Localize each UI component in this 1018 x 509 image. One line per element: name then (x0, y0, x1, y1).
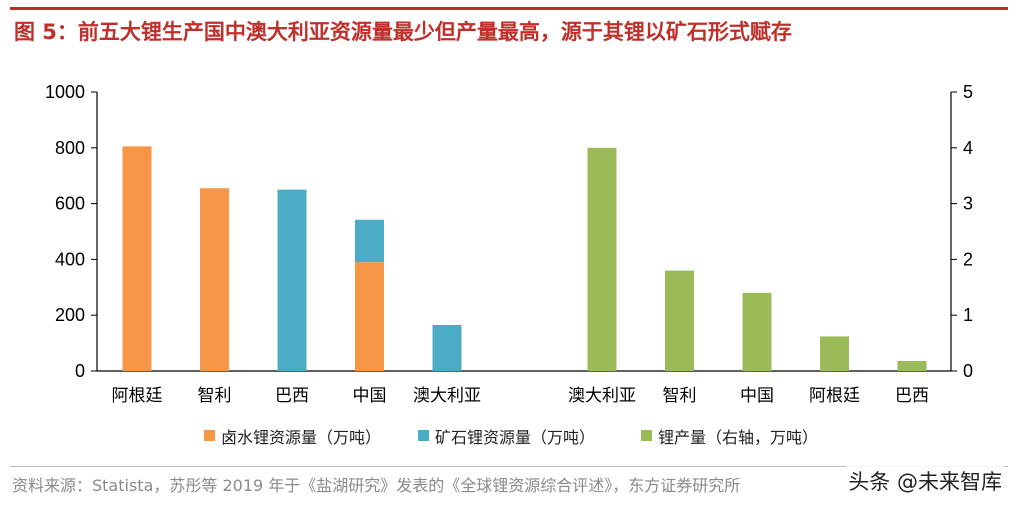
left-tick-label: 200 (55, 305, 85, 325)
left-tick-label: 600 (55, 194, 85, 214)
category-label: 巴西 (275, 386, 309, 406)
right-tick-label: 1 (963, 305, 973, 325)
bar (665, 270, 694, 371)
bar (200, 188, 229, 371)
category-label: 智利 (198, 386, 232, 406)
top-rule (10, 7, 1008, 10)
bar (742, 292, 772, 371)
legend-label: 锂产量（右轴，万吨） (658, 428, 818, 447)
source-note: 资料来源：Statista，苏彤等 2019 年于《盐湖研究》发表的《全球锂资源… (12, 476, 741, 495)
category-label: 中国 (740, 386, 774, 406)
legend-swatch (418, 430, 429, 441)
chart-svg: 0 200 400 600 800 1000 0 1 2 3 4 5 阿根廷 智利 巴西 中国 澳大利亚 澳大利亚… (45, 82, 973, 447)
bar (277, 189, 307, 371)
right-tick-label: 3 (963, 194, 973, 214)
legend-label: 卤水锂资源量（万吨） (221, 428, 381, 447)
category-label: 澳大利亚 (568, 386, 636, 406)
category-label: 阿根廷 (809, 386, 860, 406)
right-tick-label: 0 (963, 361, 973, 381)
bar (432, 324, 462, 371)
bar (897, 360, 927, 371)
left-tick-label: 0 (75, 361, 85, 381)
left-tick-label: 800 (55, 138, 85, 158)
category-label: 智利 (663, 386, 697, 406)
category-label: 中国 (353, 386, 387, 406)
bar (355, 219, 384, 263)
legend-label: 矿石锂资源量（万吨） (435, 428, 595, 447)
legend-swatch (641, 430, 652, 441)
bar (355, 262, 384, 371)
bottom-rule (10, 466, 1008, 467)
bar (820, 336, 849, 371)
legend-swatch (204, 430, 215, 441)
right-tick-label: 4 (963, 138, 973, 158)
chart-title: 图 5：前五大锂生产国中澳大利亚资源量最少但产量最高，源于其锂以矿石形式赋存 (14, 20, 792, 44)
right-tick-label: 2 (963, 249, 973, 269)
bar (587, 147, 617, 371)
chart: 0 200 400 600 800 1000 0 1 2 3 4 5 阿根廷 智利 巴西 中国 澳大利亚 澳大利亚… (45, 82, 973, 447)
watermark: 头条 @未来智库 (846, 466, 1004, 496)
left-tick-label: 1000 (45, 82, 85, 102)
left-tick-label: 400 (55, 249, 85, 269)
bar (122, 146, 152, 371)
category-label: 阿根廷 (112, 386, 163, 406)
category-label: 巴西 (895, 386, 929, 406)
right-tick-label: 5 (963, 82, 973, 102)
category-label: 澳大利亚 (413, 386, 481, 406)
